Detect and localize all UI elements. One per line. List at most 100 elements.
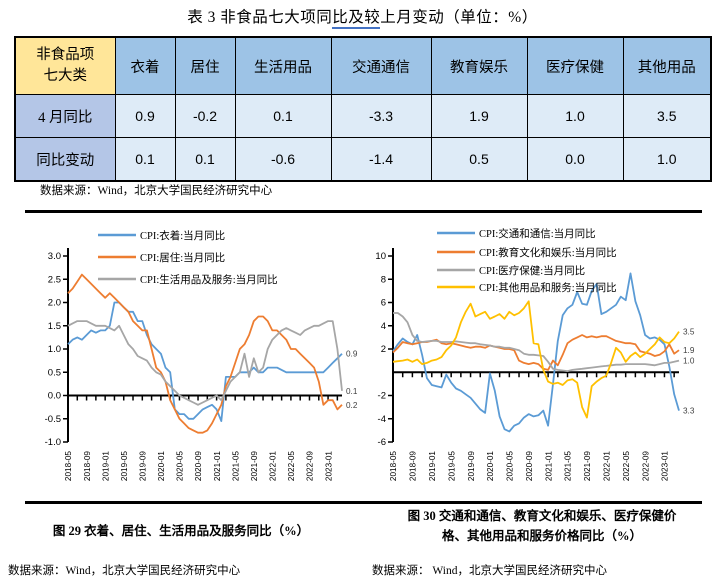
col-header-6: 其他用品: [622, 36, 712, 95]
col-header-2: 生活用品: [234, 36, 332, 95]
figure-30-caption: 图 30 交通和通信、教育文化和娱乐、医疗保健价 格、其他用品和服务价格同比（%…: [370, 506, 714, 546]
col-header-5: 医疗保健: [526, 36, 624, 95]
table-title-underlined-text: 比及较: [332, 9, 381, 29]
y-tick-label: 2.5: [48, 274, 61, 285]
x-tick-label: 2022-05: [622, 451, 631, 481]
cell-r1c0: 0.1: [114, 137, 176, 182]
x-tick-label: 2023-01: [661, 451, 670, 481]
cell-r1c6: 1.0: [622, 137, 712, 182]
legend-label: CPI:交通和通信:当月同比: [479, 227, 596, 240]
x-tick-label: 2019-05: [447, 451, 456, 481]
table-source: 数据来源：Wind，北京大学国民经济研究中心: [40, 185, 273, 197]
cell-r1c3: -1.4: [330, 137, 432, 182]
x-tick-label: 2022-05: [287, 451, 296, 481]
nonfood-table: 非食品项 七大类 衣着 居住 生活用品 交通通信 教育娱乐 医疗保健 其他用品 …: [14, 36, 712, 182]
series-end-label: 3.3: [683, 407, 695, 416]
cell-r1c5: 0.0: [526, 137, 624, 182]
legend-label: CPI:生活用品及服务:当月同比: [140, 273, 278, 286]
series-end-label: 1.0: [683, 357, 695, 366]
series-line: [392, 300, 680, 419]
legend-label: CPI:居住:当月同比: [140, 251, 225, 264]
col-header-1: 居住: [174, 36, 236, 95]
corner-line1: 非食品项: [36, 46, 95, 63]
series-end-label: 3.5: [683, 328, 695, 337]
legend-label: CPI:其他用品和服务:当月同比: [479, 281, 617, 294]
cell-r1c2: -0.6: [234, 137, 332, 182]
x-tick-label: 2019-09: [467, 451, 476, 481]
cell-r0c6: 3.5: [622, 94, 712, 138]
x-tick-label: 2020-09: [194, 451, 203, 481]
x-tick-label: 2018-05: [64, 451, 73, 481]
y-tick-label: 2.0: [48, 298, 61, 309]
x-tick-label: 2021-01: [213, 451, 222, 481]
series-line: [393, 312, 680, 373]
col-header-4: 教育娱乐: [430, 36, 528, 95]
figure-30-source: 数据来源： Wind，北京大学国民经济研究中心: [372, 565, 607, 577]
table-title: 表 3 非食品七大项同比及较上月变动（单位：%）: [0, 5, 725, 29]
y-tick-label: -4: [378, 414, 386, 425]
x-tick-label: 2019-01: [428, 451, 437, 481]
cell-r0c0: 0.9: [114, 94, 176, 138]
row-label-1: 同比变动: [14, 137, 116, 182]
y-tick-label: 8: [381, 274, 386, 285]
nonfood-table-grid: 非食品项 七大类 衣着 居住 生活用品 交通通信 教育娱乐 医疗保健 其他用品 …: [14, 36, 712, 182]
series-end-label: 0.9: [346, 350, 358, 359]
x-tick-label: 2023-01: [324, 451, 333, 481]
legend-label: CPI:医疗保健:当月同比: [479, 264, 585, 277]
x-tick-label: 2019-01: [101, 451, 110, 481]
x-tick-label: 2019-05: [120, 451, 129, 481]
table-header-row: 非食品项 七大类 衣着 居住 生活用品 交通通信 教育娱乐 医疗保健 其他用品: [14, 36, 712, 95]
y-tick-label: 6: [381, 298, 386, 309]
y-tick-label: -2: [378, 391, 386, 402]
y-tick-label: -1.0: [45, 437, 61, 448]
cell-r1c1: 0.1: [174, 137, 236, 182]
series-end-label: 0.2: [346, 401, 358, 410]
cell-r0c5: 1.0: [526, 94, 624, 138]
divider-bottom: [25, 501, 702, 504]
y-tick-label: 0.0: [48, 391, 61, 402]
x-tick-label: 2022-09: [306, 451, 315, 481]
table-corner-cell: 非食品项 七大类: [14, 36, 116, 95]
x-tick-label: 2021-09: [583, 451, 592, 481]
series-line: [67, 301, 343, 423]
y-tick-label: -6: [378, 437, 386, 448]
cell-r0c4: 1.9: [430, 94, 528, 138]
figure-30-caption-line1: 图 30 交通和通信、教育文化和娱乐、医疗保健价: [407, 509, 677, 523]
table-title-prefix: 表 3 非食品七大项同: [187, 9, 333, 26]
x-tick-label: 2021-09: [250, 451, 259, 481]
series-line: [392, 272, 680, 433]
y-tick-label: 10: [375, 251, 386, 262]
figure-30-caption-line2: 格、其他用品和服务价格同比（%）: [441, 529, 642, 543]
corner-line2: 七大类: [43, 68, 88, 84]
x-tick-label: 2020-01: [157, 451, 166, 481]
x-tick-label: 2020-05: [506, 451, 515, 481]
series-line: [67, 320, 343, 406]
x-tick-label: 2019-09: [139, 451, 148, 481]
table-title-suffix: 上月变动（单位：%）: [380, 9, 538, 26]
x-tick-label: 2021-05: [564, 451, 573, 481]
figure-29-source: 数据来源：Wind，北京大学国民经济研究中心: [8, 565, 241, 577]
row-label-0: 4 月同比: [14, 94, 116, 138]
table-row: 同比变动 0.1 0.1 -0.6 -1.4 0.5 0.0 1.0: [14, 137, 712, 182]
table-row: 4 月同比 0.9 -0.2 0.1 -3.3 1.9 1.0 3.5: [14, 94, 712, 138]
x-tick-label: 2021-01: [544, 451, 553, 481]
x-tick-label: 2020-09: [525, 451, 534, 481]
cell-r0c1: -0.2: [174, 94, 236, 138]
x-tick-label: 2022-09: [641, 451, 650, 481]
figure-29-caption: 图 29 衣着、居住、生活用品及服务同比（%）: [52, 524, 310, 538]
x-tick-label: 2022-01: [269, 451, 278, 481]
x-tick-label: 2021-05: [231, 451, 240, 481]
col-header-3: 交通通信: [330, 36, 432, 95]
y-tick-label: 3.0: [48, 251, 61, 262]
cell-r0c2: 0.1: [234, 94, 332, 138]
y-tick-label: 1.0: [48, 344, 61, 355]
x-tick-label: 2020-05: [176, 451, 185, 481]
y-tick-label: -0.5: [45, 414, 61, 425]
y-tick-label: 1.5: [48, 321, 61, 332]
y-tick-label: 2: [381, 344, 386, 355]
legend-label: CPI:衣着:当月同比: [140, 229, 225, 242]
series-line: [67, 273, 343, 434]
x-tick-label: 2018-09: [83, 451, 92, 481]
